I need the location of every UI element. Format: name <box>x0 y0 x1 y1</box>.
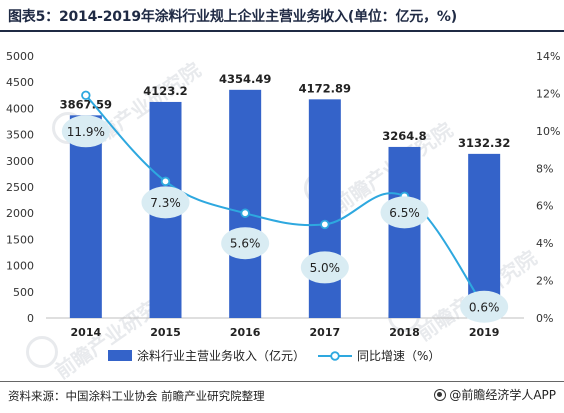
x-tick-label: 2014 <box>71 326 102 339</box>
y-right-tick-label: 12% <box>536 87 560 100</box>
bar-data-label: 4123.2 <box>143 84 187 98</box>
y-left-tick-label: 3000 <box>6 155 34 168</box>
y-right-tick-label: 2% <box>536 275 553 288</box>
footer-divider <box>0 381 564 382</box>
bar-data-label: 3867.59 <box>60 97 112 111</box>
growth-point <box>320 219 330 230</box>
y-right-tick-label: 14% <box>536 50 560 63</box>
growth-label-bubble <box>141 186 190 219</box>
brand-label: @前瞻经济学人APP <box>449 388 556 402</box>
bar <box>308 99 341 318</box>
bar-data-label: 3264.8 <box>382 129 426 143</box>
brand-credit: @前瞻经济学人APP <box>434 386 556 403</box>
y-left-tick-label: 1500 <box>6 233 34 246</box>
x-tick-label: 2019 <box>469 326 500 339</box>
y-right-tick-label: 6% <box>536 200 553 213</box>
growth-label-bubble <box>300 251 349 284</box>
growth-data-label: 5.6% <box>230 237 261 251</box>
bar-data-label: 3132.32 <box>458 136 510 150</box>
y-right-tick-label: 4% <box>536 237 553 250</box>
growth-point <box>160 176 171 187</box>
y-left-tick-label: 3500 <box>6 129 34 142</box>
x-tick-label: 2017 <box>310 326 341 339</box>
growth-data-label: 7.3% <box>150 196 181 210</box>
y-left-tick-label: 500 <box>13 286 34 299</box>
y-left-tick-label: 4500 <box>6 76 34 89</box>
growth-data-label: 6.5% <box>389 206 420 220</box>
y-left-tick-label: 2500 <box>6 181 34 194</box>
y-left-tick-label: 2000 <box>6 207 34 220</box>
chart-title: 图表5：2014-2019年涂料行业规上企业主营业务收入(单位：亿元，%) <box>8 9 457 25</box>
x-tick-label: 2016 <box>230 326 261 339</box>
y-left-tick-label: 5000 <box>6 50 34 63</box>
growth-label-bubble <box>380 196 429 229</box>
x-tick-label: 2018 <box>389 326 420 339</box>
bar <box>69 115 102 318</box>
legend-bar-swatch <box>108 350 132 361</box>
y-left-tick-label: 1000 <box>6 260 34 273</box>
y-right-tick-label: 0% <box>536 312 553 325</box>
x-tick-label: 2015 <box>150 326 181 339</box>
source-note: 资料来源：中国涂料工业协会 前瞻产业研究院整理 <box>8 389 265 403</box>
y-right-tick-label: 10% <box>536 125 560 138</box>
growth-data-label: 11.9% <box>67 125 105 139</box>
bar <box>229 89 262 318</box>
growth-point <box>81 90 91 100</box>
growth-data-label: 0.6% <box>469 300 500 314</box>
title-divider <box>0 30 564 32</box>
legend-line-label: 同比增速（%） <box>357 349 440 363</box>
bar-data-label: 4354.49 <box>219 72 271 86</box>
y-left-tick-label: 0 <box>27 312 34 325</box>
growth-label-bubble <box>460 290 509 323</box>
growth-point <box>240 208 250 218</box>
y-left-tick-label: 4000 <box>6 102 34 115</box>
bar-data-label: 4172.89 <box>299 81 351 95</box>
growth-data-label: 5.0% <box>310 261 341 275</box>
bar <box>388 146 421 318</box>
growth-label-bubble <box>221 227 270 260</box>
combo-chart: 0 500 1000 1500 2000 2500 3000 3500 4000 4500 5000… <box>6 50 560 363</box>
legend-line-marker <box>330 351 340 361</box>
legend-bar-label: 涂料行业主营业务收入（亿元） <box>137 348 305 363</box>
growth-label-bubble <box>61 115 110 148</box>
logo-icon <box>434 389 447 401</box>
y-right-tick-label: 8% <box>536 162 553 175</box>
